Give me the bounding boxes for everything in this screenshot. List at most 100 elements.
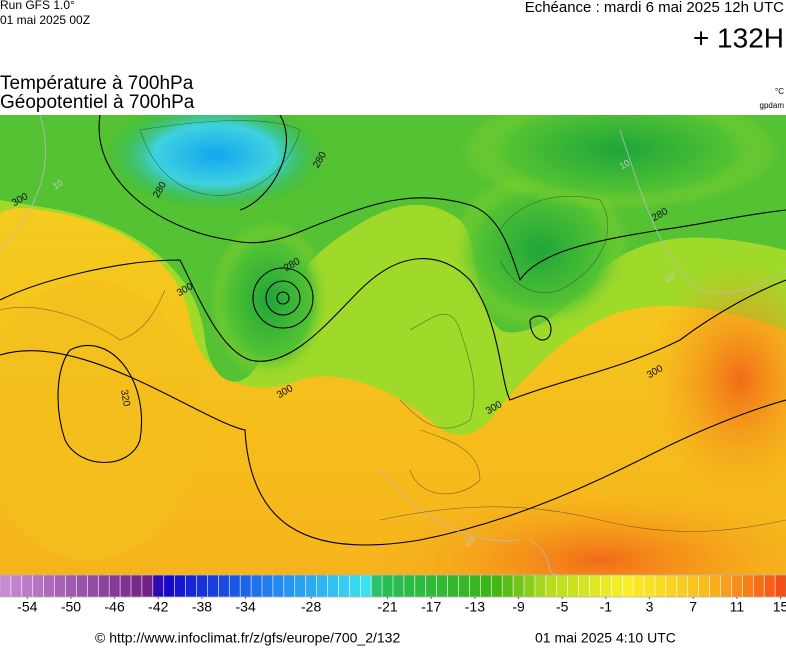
color-swatch (185, 574, 198, 598)
unit-temperature: °C (775, 87, 784, 96)
title-temperature: Température à 700hPa (0, 73, 194, 94)
color-swatch (65, 574, 78, 598)
color-swatch (218, 574, 231, 598)
color-swatch (611, 574, 624, 598)
isotherm-line (379, 469, 521, 542)
colorbar-tick-label: -46 (105, 599, 125, 615)
title-geopotential: Géopotentiel à 700hPa (0, 92, 195, 113)
color-swatch (621, 574, 634, 598)
isotherms (0, 115, 786, 575)
color-swatch (76, 574, 89, 598)
color-swatch (556, 574, 569, 598)
color-swatch (0, 574, 12, 598)
color-swatch (501, 574, 514, 598)
contour-line (239, 115, 287, 211)
color-swatch (272, 574, 285, 598)
color-swatch (174, 574, 187, 598)
colorbar-tick-label: -50 (61, 599, 81, 615)
color-swatch (283, 574, 296, 598)
color-swatch (305, 574, 318, 598)
color-swatch (469, 574, 482, 598)
contour-line (276, 291, 290, 305)
color-swatch (665, 574, 678, 598)
color-swatch (490, 574, 503, 598)
colorbar-tick-label: 15 (773, 599, 786, 615)
coastline (409, 429, 481, 495)
color-swatch (676, 574, 689, 598)
isotherm-line (619, 129, 786, 294)
color-swatch (196, 574, 209, 598)
color-swatch (239, 574, 252, 598)
contour-label: 10 (463, 535, 477, 549)
color-swatch (370, 574, 383, 598)
coastline (499, 195, 609, 293)
color-swatch (87, 574, 100, 598)
contour-line (0, 350, 786, 546)
color-swatch (54, 574, 67, 598)
contour-line (265, 280, 301, 316)
color-swatch (207, 574, 220, 598)
colorbar-tick-label: -17 (421, 599, 441, 615)
colorbar-tick-label: -34 (236, 599, 256, 615)
colorbar-tick-label: 11 (730, 599, 745, 615)
color-swatch (261, 574, 274, 598)
color-swatch (152, 574, 165, 598)
colorbar-frame (0, 574, 786, 598)
contour-label: 10 (618, 158, 632, 172)
isotherm-line (529, 539, 561, 575)
coastlines (0, 120, 786, 532)
color-swatch (359, 574, 372, 598)
color-swatch (643, 574, 656, 598)
isotherm-line (0, 115, 46, 251)
contours (0, 115, 786, 546)
color-swatch (763, 574, 776, 598)
colorbar-tick-label: 3 (646, 599, 654, 615)
color-swatch (130, 574, 143, 598)
contour-line (98, 115, 786, 282)
colorbar-tick-label: -28 (301, 599, 321, 615)
color-swatch (632, 574, 645, 598)
map-zone (105, 115, 325, 210)
map-zone (210, 220, 330, 380)
color-swatch (392, 574, 405, 598)
colorbar-tick-label: -13 (465, 599, 485, 615)
colorbar-tick-label: 7 (689, 599, 697, 615)
color-swatch (43, 574, 56, 598)
colorbar-tick-label: -54 (17, 599, 37, 615)
map-zone (450, 170, 630, 330)
contour-line (0, 258, 786, 401)
coastline (139, 120, 301, 196)
coastline (399, 313, 475, 429)
footer-generated: 01 mai 2025 4:10 UTC (535, 630, 676, 646)
map-zone (380, 490, 786, 575)
contour-line (529, 315, 552, 341)
run-date: 01 mai 2025 00Z (0, 13, 90, 27)
color-swatch (10, 574, 23, 598)
color-swatch (338, 574, 351, 598)
color-swatch (578, 574, 591, 598)
color-swatch (589, 574, 602, 598)
color-swatch (698, 574, 711, 598)
color-swatch (523, 574, 536, 598)
coastline (0, 289, 166, 341)
color-swatch (108, 574, 121, 598)
map-zone (650, 260, 786, 500)
lead-time: + 132H (693, 22, 784, 53)
color-swatch (567, 574, 580, 598)
unit-geopotential: gpdam (760, 101, 785, 110)
color-swatch (458, 574, 471, 598)
color-swatch (600, 574, 613, 598)
run-label: Run GFS 1.0° (0, 0, 75, 12)
contour-label: 10 (51, 178, 65, 192)
color-swatch (425, 574, 438, 598)
color-swatch (32, 574, 45, 598)
colorbar: -54 -50 -46 -42 -38 -34 -28 -21 -17 -13 -9 -5 -1 3 7 11… (0, 574, 786, 615)
color-swatch (403, 574, 416, 598)
color-swatch (436, 574, 449, 598)
footer-url: © http://www.infoclimat.fr/z/gfs/europe/… (95, 630, 400, 646)
color-swatch (720, 574, 733, 598)
color-swatch (687, 574, 700, 598)
color-swatch (327, 574, 340, 598)
